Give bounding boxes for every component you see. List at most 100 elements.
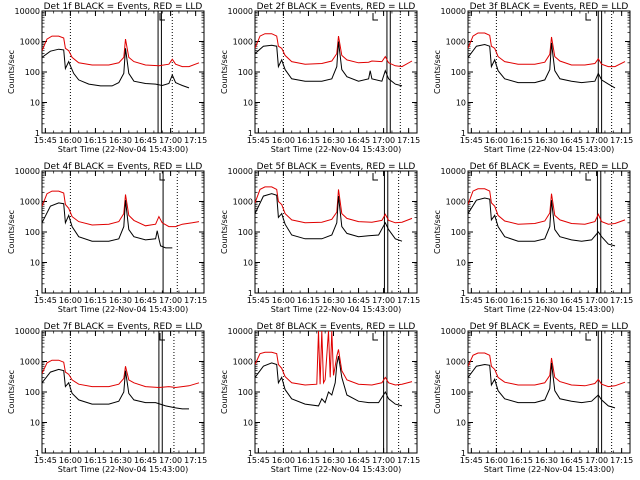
events-series-line — [255, 41, 403, 87]
x-tick-label: 16:30 — [535, 136, 558, 145]
x-tick-label: 16:45 — [134, 136, 157, 145]
y-axis-label: Counts/sec — [220, 210, 229, 254]
x-tick-label: 16:45 — [560, 296, 583, 305]
lld-series-line — [468, 188, 626, 225]
plot-frame — [467, 170, 631, 294]
x-tick-label: 16:45 — [347, 456, 370, 465]
lld-series-line — [255, 186, 413, 224]
y-tick-label: 100 — [25, 228, 40, 237]
x-tick-label: 16:45 — [134, 296, 157, 305]
y-tick-label: 1 — [35, 289, 40, 298]
y-tick-label: 10 — [30, 419, 40, 428]
panel-title: Det 3f BLACK = Events, RED = LLD — [470, 2, 629, 12]
y-tick-label: 100 — [25, 68, 40, 77]
x-tick-label: 16:15 — [84, 136, 107, 145]
corner-marker-icon — [159, 333, 165, 341]
y-tick-label: 10000 — [441, 167, 466, 176]
y-tick-label: 1000 — [446, 358, 466, 367]
y-tick-label: 1000 — [446, 38, 466, 47]
y-tick-label: 10 — [456, 99, 466, 108]
x-tick-label: 16:30 — [322, 136, 345, 145]
plot-frame — [41, 10, 205, 134]
corner-marker-icon — [372, 173, 378, 181]
x-tick-label: 16:45 — [560, 136, 583, 145]
y-tick-label: 1 — [461, 129, 466, 138]
y-tick-label: 10000 — [228, 327, 253, 336]
x-tick-label: 17:00 — [372, 456, 395, 465]
y-tick-label: 1000 — [20, 38, 40, 47]
y-tick-label: 100 — [451, 68, 466, 77]
x-tick-label: 16:00 — [272, 296, 295, 305]
y-tick-label: 10000 — [441, 7, 466, 16]
x-tick-label: 16:45 — [134, 456, 157, 465]
lld-series-line — [468, 32, 626, 68]
lld-series-line — [42, 190, 200, 228]
detector-panel-3: Det 3f BLACK = Events, RED = LLD 1 10 100 10… — [433, 2, 633, 154]
y-tick-label: 1000 — [20, 358, 40, 367]
events-series-line — [42, 48, 190, 89]
y-axis-label: Counts/sec — [433, 370, 442, 414]
lld-series-line — [42, 359, 200, 389]
x-tick-label: 16:30 — [535, 456, 558, 465]
y-tick-label: 10 — [243, 259, 253, 268]
x-tick-label: 17:15 — [397, 296, 420, 305]
plot-frame — [254, 170, 418, 294]
x-tick-label: 17:15 — [610, 456, 633, 465]
y-tick-label: 1 — [461, 449, 466, 458]
detector-panel-6: Det 6f BLACK = Events, RED = LLD 1 10 100 10… — [433, 162, 633, 314]
y-axis-label: Counts/sec — [433, 50, 442, 94]
x-tick-label: 16:15 — [510, 456, 533, 465]
plot-frame — [254, 330, 418, 454]
x-tick-label: 17:15 — [397, 136, 420, 145]
y-tick-label: 1 — [35, 449, 40, 458]
x-tick-label: 16:00 — [485, 456, 508, 465]
y-tick-label: 1000 — [233, 38, 253, 47]
x-tick-label: 16:00 — [485, 136, 508, 145]
x-tick-label: 15:45 — [247, 296, 270, 305]
x-tick-label: 17:00 — [372, 136, 395, 145]
x-axis-label: Start Time (22-Nov-04 15:43:00) — [58, 145, 188, 154]
x-tick-label: 15:45 — [34, 296, 57, 305]
x-tick-label: 17:00 — [585, 296, 608, 305]
corner-marker-icon — [372, 333, 378, 341]
y-tick-label: 10000 — [441, 327, 466, 336]
events-series-line — [255, 193, 403, 242]
x-tick-label: 17:00 — [159, 136, 182, 145]
y-tick-label: 1 — [248, 129, 253, 138]
x-tick-label: 17:15 — [184, 296, 207, 305]
x-tick-label: 16:30 — [535, 296, 558, 305]
x-axis-label: Start Time (22-Nov-04 15:43:00) — [484, 465, 614, 474]
panel-title: Det 8f BLACK = Events, RED = LLD — [257, 322, 416, 332]
corner-marker-icon — [372, 13, 378, 21]
events-series-line — [468, 42, 616, 89]
detector-panel-1: Det 1f BLACK = Events, RED = LLD 1 10 100 10… — [7, 2, 207, 154]
x-tick-label: 16:30 — [322, 456, 345, 465]
x-tick-label: 16:45 — [560, 456, 583, 465]
detector-panel-5: Det 5f BLACK = Events, RED = LLD 1 10 100 10… — [220, 162, 420, 314]
y-tick-label: 100 — [451, 388, 466, 397]
x-tick-label: 15:45 — [247, 136, 270, 145]
x-tick-label: 17:00 — [159, 296, 182, 305]
y-tick-label: 10000 — [15, 167, 40, 176]
x-tick-label: 16:15 — [297, 136, 320, 145]
x-tick-label: 16:15 — [297, 296, 320, 305]
lld-series-line — [255, 33, 413, 68]
y-tick-label: 100 — [25, 388, 40, 397]
x-tick-label: 16:00 — [272, 136, 295, 145]
y-axis-label: Counts/sec — [220, 50, 229, 94]
y-tick-label: 10 — [243, 419, 253, 428]
panel-title: Det 5f BLACK = Events, RED = LLD — [257, 162, 416, 172]
x-tick-label: 16:00 — [485, 296, 508, 305]
y-tick-label: 10 — [243, 99, 253, 108]
corner-marker-icon — [585, 13, 591, 21]
x-axis-label: Start Time (22-Nov-04 15:43:00) — [484, 145, 614, 154]
plot-frame — [467, 330, 631, 454]
x-tick-label: 17:15 — [397, 456, 420, 465]
detector-panel-2: Det 2f BLACK = Events, RED = LLD 1 10 100 10… — [220, 2, 420, 154]
x-axis-label: Start Time (22-Nov-04 15:43:00) — [58, 465, 188, 474]
y-axis-label: Counts/sec — [7, 370, 16, 414]
y-tick-label: 100 — [238, 388, 253, 397]
x-tick-label: 15:45 — [460, 456, 483, 465]
plot-frame — [41, 170, 205, 294]
x-tick-label: 15:45 — [34, 136, 57, 145]
